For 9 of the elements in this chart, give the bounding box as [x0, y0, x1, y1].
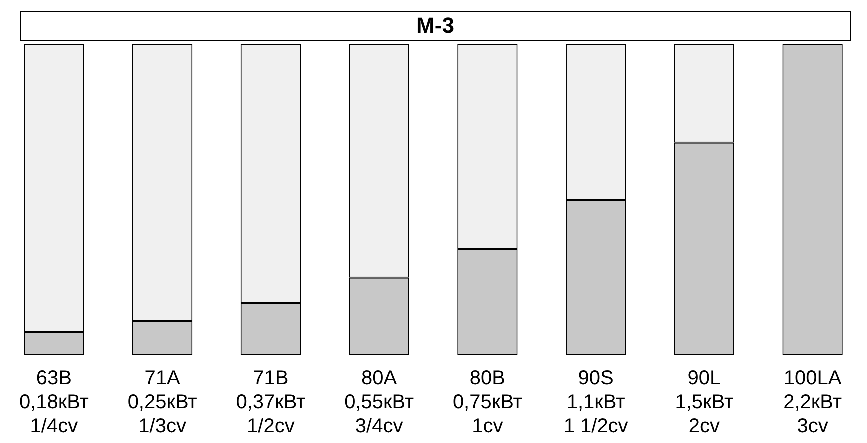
- x-tick-label: 90S 1,1кВт 1 1/2cv: [564, 368, 628, 438]
- x-tick-label: 63B 0,18кВт 1/4cv: [19, 368, 89, 438]
- chart-title: М-3: [20, 11, 851, 41]
- x-tick-label: 90L 1,5кВт 2cv: [675, 368, 734, 438]
- x-tick-label: 100LA 2,2кВт 3cv: [784, 368, 842, 438]
- x-tick-label: 71A 0,25кВт 1/3cv: [128, 368, 198, 438]
- x-tick-label: 80B 0,75кВт 1cv: [452, 368, 522, 438]
- x-tick-label: 71B 0,37кВт 1/2cv: [236, 368, 306, 438]
- x-tick-label: 80A 0,55кВт 3/4cv: [344, 368, 414, 438]
